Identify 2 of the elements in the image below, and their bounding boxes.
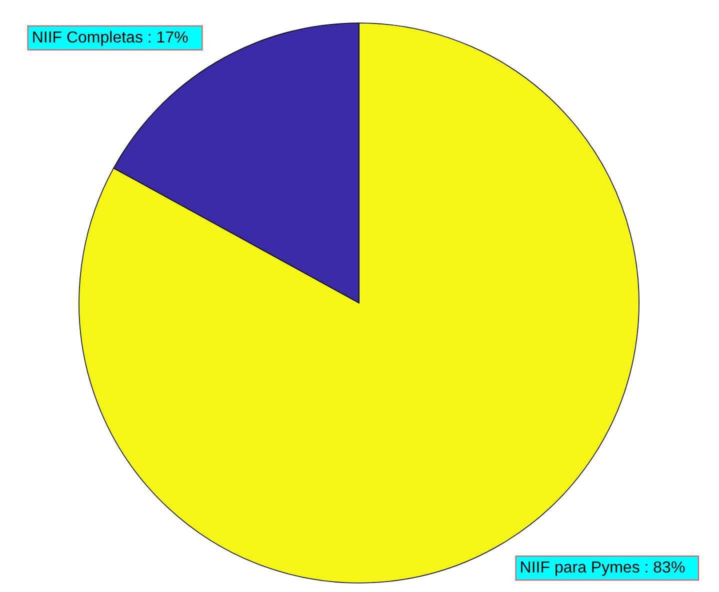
slice-label: NIIF para Pymes : 83% bbox=[520, 560, 686, 577]
slice-label: NIIF Completas : 17% bbox=[32, 29, 188, 46]
